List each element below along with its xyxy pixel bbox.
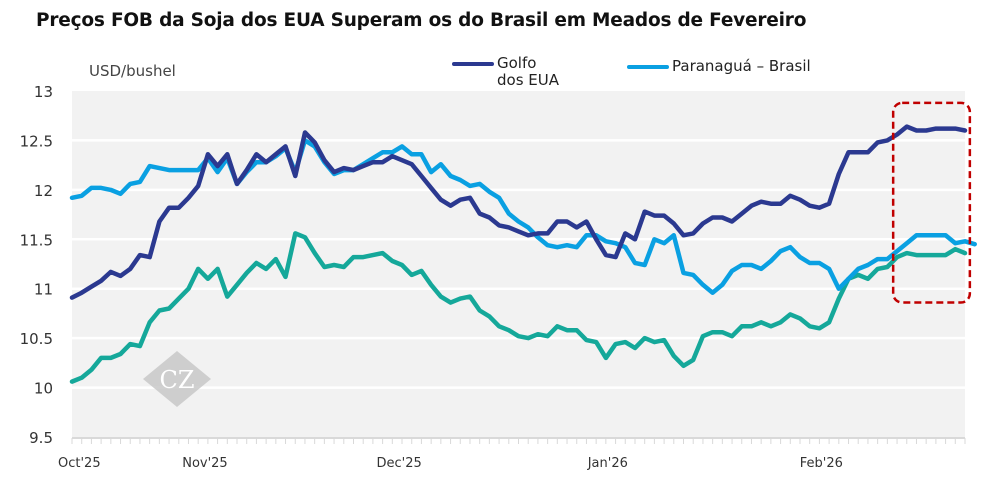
- y-tick-label: 10.5: [20, 330, 53, 348]
- legend-label-golfo-line1: Golfo: [497, 54, 537, 72]
- y-tick-label: 12.5: [20, 132, 53, 150]
- legend-item-golfo: Golfo dos EUA: [452, 55, 559, 89]
- legend-label-golfo: Golfo dos EUA: [497, 55, 559, 89]
- highlight-box: [891, 101, 972, 304]
- x-tick-label: Dec'25: [376, 456, 421, 471]
- x-axis: Oct'25 Nov'25 Dec'25 Jan'26 Feb'26: [58, 437, 966, 471]
- series-lines: [69, 124, 977, 384]
- y-tick-label: 11.5: [20, 231, 53, 249]
- x-tick-label: Oct'25: [58, 456, 101, 471]
- y-tick-label: 11: [34, 281, 53, 299]
- y-tick-label: 13: [34, 83, 53, 101]
- legend-swatch-paranagua: [627, 65, 669, 69]
- x-tick-label: Nov'25: [182, 456, 228, 471]
- chart-title: Preços FOB da Soja dos EUA Superam os do…: [36, 10, 807, 31]
- series-line-golfo-dos-eua: [69, 124, 968, 300]
- series-line-series-3: [69, 231, 968, 384]
- x-tick-label: Feb'26: [800, 456, 843, 471]
- legend-label-paranagua: Paranaguá – Brasil: [672, 57, 811, 75]
- legend-swatch-golfo: [452, 62, 494, 66]
- y-tick-label: 9.5: [29, 429, 53, 447]
- series-line-paranagua-brasil: [69, 138, 977, 295]
- watermark-text: CZ: [159, 366, 194, 394]
- watermark-logo: CZ: [143, 351, 211, 407]
- y-tick-label: 10: [34, 380, 53, 398]
- y-axis-unit-label: USD/bushel: [89, 62, 176, 80]
- legend-item-paranagua: Paranaguá – Brasil: [627, 58, 811, 75]
- plot-background: [72, 91, 965, 437]
- y-tick-label: 12: [34, 182, 53, 200]
- legend-label-golfo-line2: dos EUA: [497, 71, 559, 89]
- x-tick-label: Jan'26: [587, 456, 628, 471]
- watermark-diamond: [143, 351, 211, 407]
- annotations: [891, 101, 972, 304]
- y-axis-ticks: 13 12.5 12 11.5 11 10.5 10 9.5: [20, 83, 53, 447]
